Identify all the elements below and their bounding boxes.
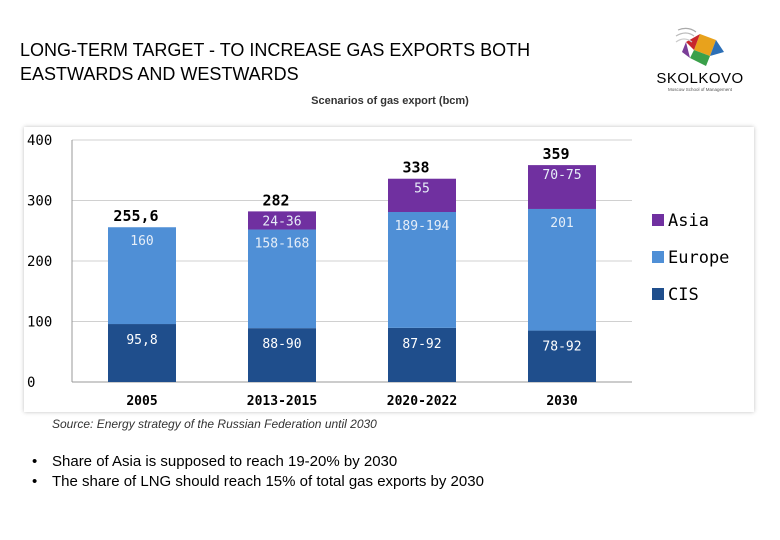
legend-label: CIS xyxy=(668,285,699,305)
x-category-label: 2013-2015 xyxy=(247,394,317,409)
legend-swatch-cis xyxy=(652,288,664,300)
bullet-item: The share of LNG should reach 15% of tot… xyxy=(32,472,484,492)
bar-data-label: 160 xyxy=(130,234,153,249)
bar-data-label: 55 xyxy=(414,182,430,197)
bar-data-label: 70-75 xyxy=(542,168,581,183)
bar-data-label: 88-90 xyxy=(262,337,301,352)
bar-segment-europe xyxy=(528,208,596,331)
legend-label: Europe xyxy=(668,248,729,268)
bar-data-label: 78-92 xyxy=(542,340,581,355)
bar-total-label: 282 xyxy=(262,191,289,209)
bar-total-label: 359 xyxy=(542,145,569,163)
bar-data-label: 201 xyxy=(550,216,573,231)
y-tick-label: 400 xyxy=(27,133,52,149)
bar-data-label: 189-194 xyxy=(395,219,450,234)
bar-data-label: 158-168 xyxy=(255,237,310,252)
chart-title: Scenarios of gas export (bcm) xyxy=(311,95,469,107)
bar-segment-cis xyxy=(248,328,316,382)
y-tick-label: 200 xyxy=(27,254,52,270)
bar-segment-cis xyxy=(388,327,456,382)
title-line-1: LONG-TERM TARGET - TO INCREASE GAS EXPOR… xyxy=(20,40,531,60)
legend-swatch-europe xyxy=(652,251,664,263)
legend-label: Asia xyxy=(668,211,709,231)
slide-title: LONG-TERM TARGET - TO INCREASE GAS EXPOR… xyxy=(20,38,620,86)
skolkovo-logo-icon xyxy=(675,27,724,68)
logo-subtitle: Moscow School of Management xyxy=(667,87,733,92)
source-note: Source: Energy strategy of the Russian F… xyxy=(52,417,377,431)
bar-segment-cis xyxy=(108,324,176,382)
bar-total-label: 255,6 xyxy=(113,207,158,225)
bar-segment-europe xyxy=(248,229,316,329)
bar-data-label: 95,8 xyxy=(126,333,157,348)
title-line-2: EASTWARDS AND WESTWARDS xyxy=(20,64,299,84)
bar-total-label: 338 xyxy=(402,159,429,177)
bullet-list: Share of Asia is supposed to reach 19-20… xyxy=(32,452,484,492)
x-category-label: 2005 xyxy=(126,394,157,409)
logo-wordmark: SKOLKOVO xyxy=(656,70,744,87)
y-tick-label: 300 xyxy=(27,194,52,210)
legend-swatch-asia xyxy=(652,214,664,226)
bar-segment-asia xyxy=(388,178,456,212)
x-category-label: 2030 xyxy=(546,394,577,409)
bar-segment-asia xyxy=(528,165,596,209)
y-tick-label: 100 xyxy=(27,315,52,331)
bar-segment-europe xyxy=(108,227,176,325)
bar-segment-cis xyxy=(528,330,596,382)
bar-data-label: 87-92 xyxy=(402,337,441,352)
bar-segment-europe xyxy=(388,211,456,328)
x-category-label: 2020-2022 xyxy=(387,394,457,409)
bullet-item: Share of Asia is supposed to reach 19-20… xyxy=(32,452,484,472)
y-tick-label: 0 xyxy=(27,375,35,391)
bar-segment-asia xyxy=(248,211,316,230)
bar-data-label: 24-36 xyxy=(262,214,301,229)
